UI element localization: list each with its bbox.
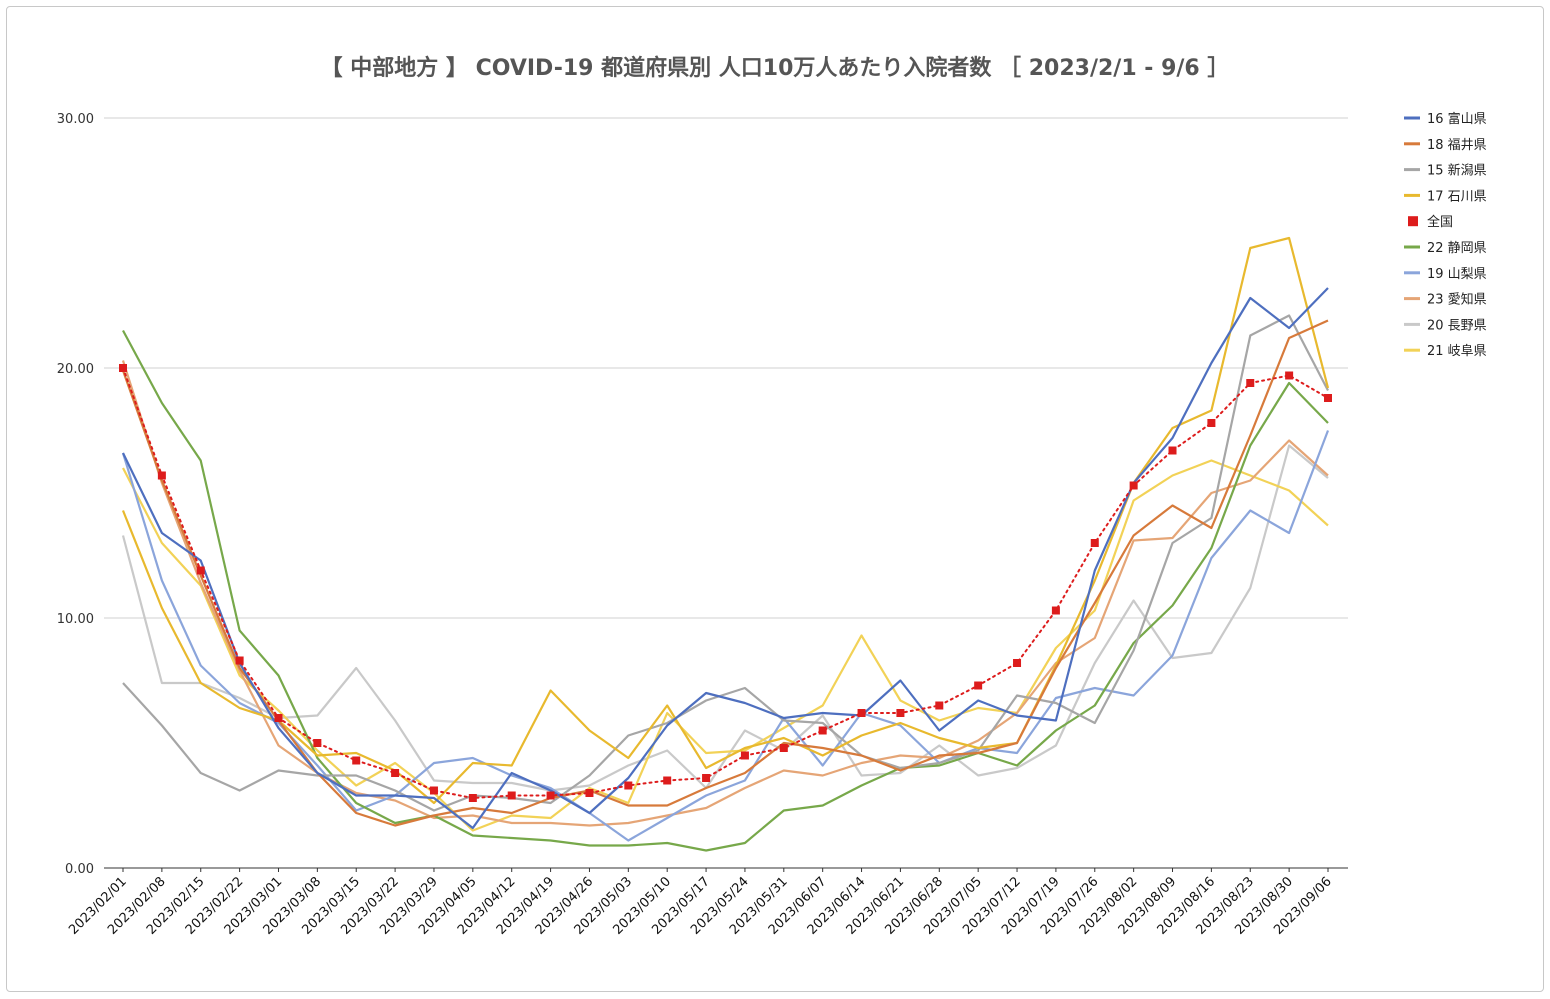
legend-item: 17 石川県 bbox=[1404, 189, 1487, 204]
data-point-marker bbox=[157, 471, 166, 480]
series-line bbox=[122, 367, 1329, 800]
legend-label: 15 新潟県 bbox=[1427, 163, 1487, 179]
series-line bbox=[121, 444, 1329, 792]
data-point-marker bbox=[1090, 539, 1099, 547]
data-point-marker bbox=[1207, 419, 1216, 427]
data-point-marker bbox=[1129, 481, 1138, 490]
series-line bbox=[121, 236, 1330, 805]
data-point-marker bbox=[585, 789, 594, 797]
data-point-marker bbox=[1285, 371, 1294, 380]
chart-frame bbox=[6, 6, 1544, 992]
legend-item: 19 山梨県 bbox=[1404, 267, 1487, 282]
legend-item: 全国 bbox=[1408, 214, 1453, 230]
series-lines bbox=[119, 236, 1332, 852]
y-axis-tick-labels: 0.00 10.00 20.00 30.00 bbox=[57, 112, 94, 877]
x-axis-tick-labels: 2023/02/012023/02/082023/02/152023/02/22… bbox=[66, 868, 1335, 938]
data-point-marker bbox=[313, 739, 322, 747]
series-1 bbox=[122, 287, 1329, 830]
legend-label: 16 富山県 bbox=[1427, 111, 1487, 127]
data-point-marker bbox=[974, 681, 983, 690]
data-point-marker bbox=[1013, 659, 1022, 667]
data-point-marker bbox=[352, 756, 361, 765]
legend-label: 全国 bbox=[1427, 214, 1453, 230]
y-tick-label: 20.00 bbox=[57, 362, 94, 377]
legend-item: 18 福井県 bbox=[1404, 138, 1487, 153]
series-9 bbox=[121, 444, 1329, 792]
legend-label: 23 愛知県 bbox=[1427, 292, 1487, 308]
series-2 bbox=[121, 319, 1329, 827]
legend-item: 15 新潟県 bbox=[1404, 163, 1487, 179]
data-point-marker bbox=[235, 656, 244, 665]
legend-label: 22 静岡県 bbox=[1427, 241, 1487, 256]
legend-item: 16 富山県 bbox=[1404, 111, 1487, 127]
data-point-marker bbox=[896, 709, 905, 717]
legend-item: 21 岐阜県 bbox=[1404, 343, 1487, 359]
data-point-marker bbox=[1324, 394, 1332, 402]
chart-title: 【 中部地方 】 COVID-19 都道府県別 人口10万人あたり入院者数 ［ … bbox=[320, 56, 1230, 81]
y-tick-label: 30.00 bbox=[57, 112, 94, 127]
data-point-marker bbox=[663, 776, 672, 785]
series-line bbox=[122, 287, 1329, 830]
data-point-marker bbox=[740, 751, 749, 760]
legend-label: 17 石川県 bbox=[1427, 189, 1487, 204]
legend-label: 18 福井県 bbox=[1427, 138, 1487, 153]
legend-label: 21 岐阜県 bbox=[1427, 343, 1487, 359]
legend-item: 20 長野県 bbox=[1404, 318, 1487, 333]
legend-item: 22 静岡県 bbox=[1404, 241, 1487, 256]
series-6 bbox=[122, 329, 1329, 852]
data-point-marker bbox=[818, 726, 827, 735]
legend-item: 23 愛知県 bbox=[1404, 292, 1487, 308]
data-point-marker bbox=[1168, 446, 1177, 455]
data-point-marker bbox=[779, 744, 788, 752]
data-point-marker bbox=[546, 791, 555, 800]
data-point-marker bbox=[119, 364, 127, 372]
series-7 bbox=[121, 430, 1330, 842]
legend-label: 19 山梨県 bbox=[1427, 267, 1487, 282]
data-point-marker bbox=[391, 769, 400, 777]
data-point-marker bbox=[507, 791, 516, 800]
series-10 bbox=[122, 459, 1329, 832]
data-point-marker bbox=[468, 794, 477, 802]
data-point-marker bbox=[702, 774, 711, 782]
series-line bbox=[121, 319, 1329, 827]
data-point-marker bbox=[857, 709, 866, 717]
legend-label: 20 長野県 bbox=[1427, 318, 1487, 333]
series-line bbox=[122, 459, 1329, 832]
series-line bbox=[122, 329, 1329, 852]
data-point-marker bbox=[935, 701, 944, 710]
data-point-marker bbox=[429, 786, 438, 795]
data-point-marker bbox=[624, 781, 633, 790]
data-point-marker bbox=[1051, 606, 1060, 615]
data-point-marker bbox=[274, 714, 283, 722]
series-5 bbox=[119, 364, 1332, 802]
series-4 bbox=[121, 236, 1330, 805]
y-tick-label: 0.00 bbox=[65, 862, 94, 877]
gridlines bbox=[104, 117, 1348, 869]
data-point-marker bbox=[1246, 379, 1255, 387]
data-point-marker bbox=[196, 566, 205, 575]
series-line bbox=[121, 430, 1330, 842]
y-tick-label: 10.00 bbox=[57, 612, 94, 627]
legend-marker bbox=[1408, 216, 1418, 227]
